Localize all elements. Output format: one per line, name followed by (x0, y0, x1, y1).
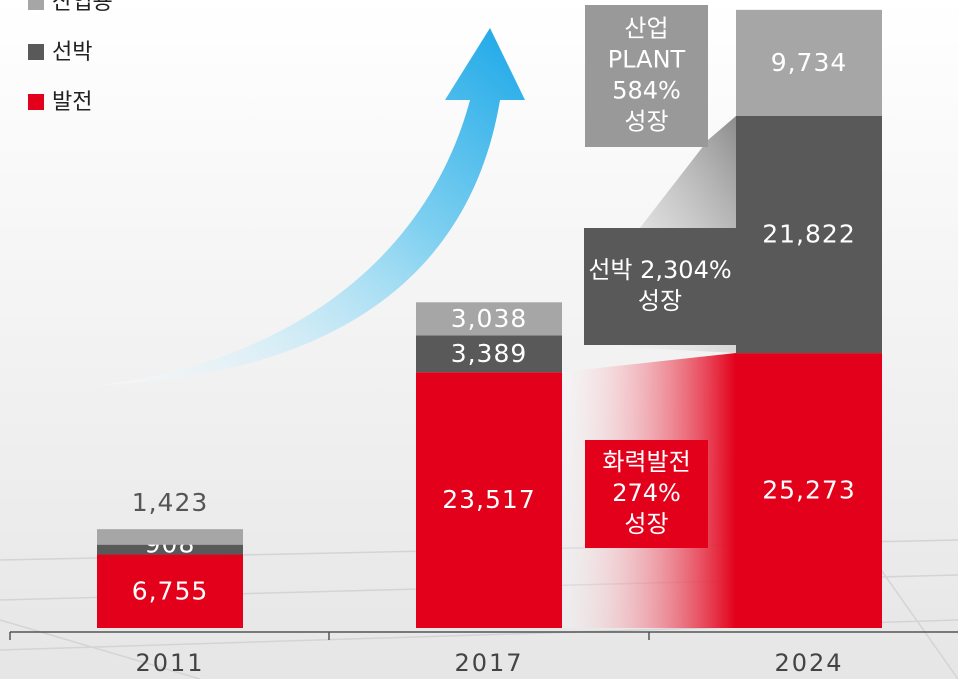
value-label: 6,755 (132, 576, 209, 605)
annotation-box (585, 440, 708, 548)
value-label: 25,273 (762, 476, 855, 505)
bar-segment (736, 115, 882, 354)
bar-segment (416, 302, 562, 336)
bar-segment (416, 372, 562, 628)
legend-swatch (28, 44, 44, 60)
bar-segment (736, 9, 882, 116)
annotation-box (585, 5, 708, 147)
value-label: 9,734 (771, 48, 848, 77)
x-tick-label: 2011 (135, 649, 204, 677)
x-tick-label: 2017 (454, 649, 523, 677)
annotation-text: 584% (612, 77, 681, 105)
bar-segment (97, 529, 243, 545)
annotation-text: 274% (612, 479, 681, 507)
legend-swatch (28, 94, 44, 110)
annotation-text: 화력발전 (602, 448, 690, 476)
value-label: 3,389 (451, 339, 528, 368)
value-label: 23,517 (442, 485, 535, 514)
bar-segment (97, 544, 243, 555)
legend-label: 산업용 (52, 0, 113, 15)
bar-segment (416, 335, 562, 373)
growth-arrow (100, 28, 525, 385)
annotation-text: 성장 (624, 108, 668, 136)
value-label: 3,038 (451, 304, 528, 333)
annotation-text: 산업 (624, 15, 668, 43)
legend-label: 선박 (52, 40, 92, 65)
bar-segment (736, 353, 882, 628)
annotation-text: PLANT (608, 46, 686, 74)
legend-label: 발전 (52, 90, 92, 115)
annotation-text: 선박 2,304% (588, 256, 731, 284)
x-tick-label: 2024 (774, 649, 843, 677)
bar-segment (97, 554, 243, 628)
value-label: 1,423 (132, 488, 209, 517)
annotation-text: 성장 (638, 287, 682, 315)
legend-swatch (28, 0, 44, 10)
value-label: 21,822 (762, 219, 855, 248)
annotation-box (584, 228, 736, 345)
annotation-text: 성장 (624, 510, 668, 538)
